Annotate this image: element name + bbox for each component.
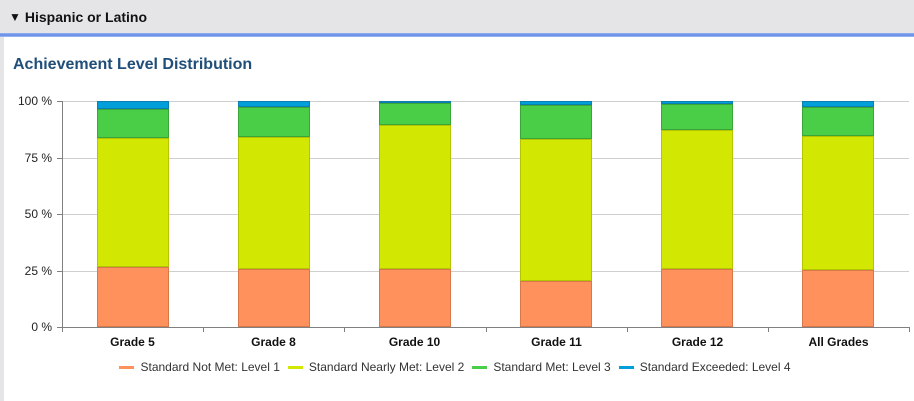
bar-segment-level-2[interactable] [661, 129, 733, 269]
gridline [62, 101, 909, 102]
x-tick-mark [627, 327, 628, 332]
y-axis-tick-label: 25 % [24, 264, 52, 278]
y-tick-mark [57, 271, 62, 272]
bar-segment-level-2[interactable] [97, 138, 169, 268]
stacked-bar-grade-11[interactable] [520, 101, 592, 327]
stacked-bar-grade-12[interactable] [661, 101, 733, 327]
group-title: Hispanic or Latino [24, 8, 148, 25]
left-border-strip [0, 37, 4, 401]
x-tick-mark [344, 327, 345, 332]
x-tick-mark [203, 327, 204, 332]
bar-segment-level-4[interactable] [661, 101, 733, 104]
chart-title: Achievement Level Distribution [13, 56, 253, 73]
y-tick-mark [57, 101, 62, 102]
x-tick-mark [486, 327, 487, 332]
legend-label: Standard Not Met: Level 1 [140, 360, 280, 374]
legend-line-icon [287, 365, 303, 369]
legend-label: Standard Exceeded: Level 4 [639, 360, 791, 374]
bar-segment-level-1[interactable] [97, 267, 169, 327]
x-axis-category-label: All Grades [808, 335, 869, 349]
stacked-bar-grade-5[interactable] [97, 101, 169, 327]
y-axis-tick-label: 75 % [24, 151, 52, 165]
x-tick-mark [909, 327, 910, 332]
bar-segment-level-3[interactable] [238, 107, 310, 137]
legend-label: Standard Met: Level 3 [493, 360, 611, 374]
bar-segment-level-4[interactable] [379, 101, 451, 104]
bar-segment-level-1[interactable] [379, 268, 451, 327]
bar-segment-level-2[interactable] [238, 136, 310, 269]
x-axis-category-label: Grade 8 [251, 335, 296, 349]
bar-segment-level-3[interactable] [97, 108, 169, 139]
header-divider [0, 33, 914, 37]
x-axis-category-label: Grade 10 [388, 335, 441, 349]
legend-item-level-2[interactable]: Standard Nearly Met: Level 2 [286, 360, 464, 374]
stacked-bar-grade-8[interactable] [238, 101, 310, 327]
bar-segment-level-1[interactable] [661, 268, 733, 327]
x-axis-category-label: Grade 5 [110, 335, 155, 349]
bar-segment-level-3[interactable] [661, 103, 733, 130]
legend-line-icon [472, 365, 488, 369]
gridline [62, 158, 909, 159]
legend-line-icon [618, 365, 634, 369]
legend-label: Standard Nearly Met: Level 2 [308, 360, 465, 374]
legend-line-icon [119, 365, 135, 369]
y-tick-mark [57, 327, 62, 328]
bar-segment-level-2[interactable] [379, 124, 451, 269]
bar-segment-level-4[interactable] [97, 101, 169, 109]
bar-segment-level-4[interactable] [238, 101, 310, 108]
bar-segment-level-1[interactable] [802, 270, 874, 327]
bar-segment-level-4[interactable] [520, 101, 592, 106]
bar-segment-level-3[interactable] [379, 103, 451, 125]
y-axis-tick-label: 50 % [24, 207, 52, 221]
bar-segment-level-2[interactable] [520, 138, 592, 281]
stacked-bar-grade-10[interactable] [379, 101, 451, 327]
y-axis-tick-label: 100 % [17, 94, 52, 108]
x-tick-mark [62, 327, 63, 332]
gridline [62, 271, 909, 272]
bar-segment-level-3[interactable] [802, 107, 874, 137]
y-tick-mark [57, 214, 62, 215]
x-tick-mark [768, 327, 769, 332]
x-axis-category-label: Grade 11 [531, 335, 582, 349]
bar-segment-level-3[interactable] [520, 105, 592, 139]
y-axis-tick-label: 0 % [31, 320, 52, 334]
bar-segment-level-1[interactable] [520, 280, 592, 327]
x-axis [62, 327, 909, 328]
y-axis [62, 101, 63, 327]
legend-item-level-3[interactable]: Standard Met: Level 3 [470, 360, 611, 374]
bar-segment-level-1[interactable] [238, 268, 310, 327]
bar-segment-level-2[interactable] [802, 136, 874, 271]
chart-legend: Standard Not Met: Level 1 Standard Nearly… [0, 360, 914, 374]
gridline [62, 214, 909, 215]
x-axis-category-label: Grade 12 [671, 335, 724, 349]
y-tick-mark [57, 158, 62, 159]
triangle-down-icon: ▼ [9, 9, 21, 24]
stacked-bar-all-grades[interactable] [802, 101, 874, 327]
legend-item-level-1[interactable]: Standard Not Met: Level 1 [117, 360, 280, 374]
bar-segment-level-4[interactable] [802, 101, 874, 108]
group-toggle-header[interactable]: ▼ Hispanic or Latino [0, 0, 914, 33]
legend-item-level-4[interactable]: Standard Exceeded: Level 4 [617, 360, 791, 374]
